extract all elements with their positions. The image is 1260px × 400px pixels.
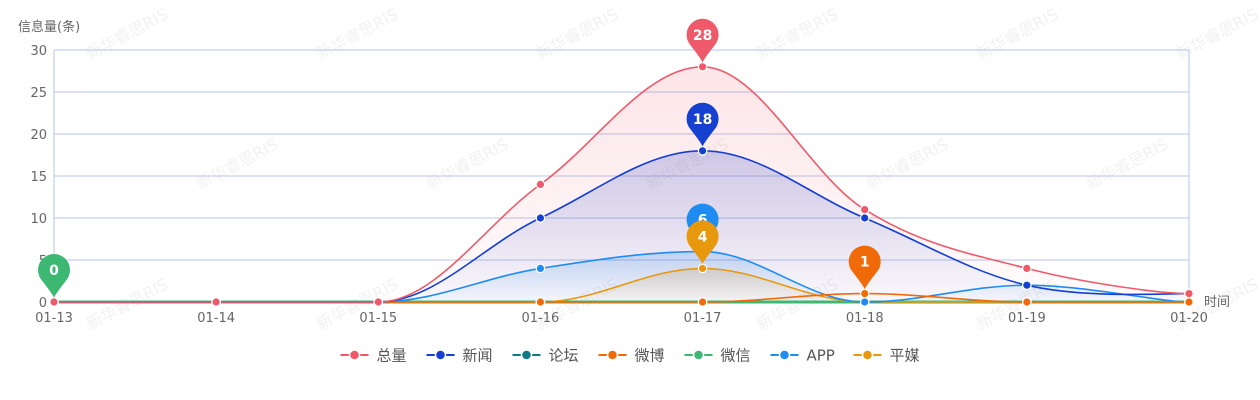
watermark-text: 新华睿思RIS (423, 135, 511, 194)
data-point[interactable] (1184, 288, 1194, 299)
watermark-text: 新华睿思RIS (753, 5, 841, 64)
max-pins: 28181064 (38, 18, 881, 298)
y-tick-label: 30 (30, 44, 47, 59)
legend-dot (434, 349, 447, 361)
data-point[interactable] (535, 263, 546, 274)
pin-head (686, 102, 719, 135)
watermark-text: 新华睿思RIS (863, 135, 951, 194)
data-point[interactable] (859, 288, 870, 299)
max-pin[interactable]: 18 (686, 102, 719, 147)
pin-label: 4 (698, 229, 708, 245)
pin-head (686, 220, 719, 253)
y-tick-label: 0 (39, 296, 47, 311)
legend-dot (692, 349, 705, 361)
data-point[interactable] (1184, 297, 1194, 307)
legend-item-0[interactable]: 总量 (340, 347, 407, 365)
data-point[interactable] (859, 297, 870, 307)
data-point[interactable] (697, 297, 708, 307)
pin-tail (691, 46, 715, 63)
y-tick-label: 15 (30, 170, 47, 185)
legend-dot (606, 349, 619, 361)
data-point[interactable] (535, 179, 546, 190)
watermark-text: 新华睿思RIS (533, 5, 621, 64)
y-tick-label: 25 (30, 86, 47, 101)
max-pin[interactable]: 0 (38, 254, 70, 298)
data-point[interactable] (535, 297, 546, 307)
data-point[interactable] (697, 146, 708, 156)
x-ticks: 01-13 01-14 01-15 01-16 01-17 01-18 01-19 01-20 (35, 302, 1208, 326)
pin-label: 18 (693, 112, 712, 128)
legend-item-4[interactable]: 微信 (684, 347, 751, 365)
y-tick-label: 20 (30, 128, 47, 143)
legend-label: 平媒 (890, 347, 920, 365)
x-axis-label: 时间 (1204, 295, 1230, 310)
watermark-text: 新华睿思RIS (973, 5, 1061, 64)
watermark-text: 新华睿思RIS (83, 275, 171, 334)
series-lines (54, 65, 1190, 304)
x-tick-label: 01-16 (522, 311, 560, 326)
y-axis-label: 信息量(条) (18, 19, 80, 35)
x-tick-label: 01-18 (846, 311, 884, 326)
watermark-text: 新华睿思RIS (1173, 5, 1260, 64)
watermark-text: 新华睿思RIS (1083, 135, 1171, 194)
x-tick-label: 01-13 (35, 311, 73, 326)
legend-item-1[interactable]: 新闻 (426, 347, 493, 365)
legend-label: 论坛 (549, 347, 579, 365)
watermark-text: 新华睿思RIS (193, 135, 281, 194)
data-point[interactable] (697, 62, 708, 72)
pin-tail (853, 272, 877, 290)
legend-label: APP (807, 347, 835, 365)
legend-dot (348, 349, 361, 361)
max-pin[interactable]: 28 (686, 18, 719, 63)
legend-label: 微博 (635, 347, 665, 365)
data-point[interactable] (211, 297, 221, 307)
legend-item-2[interactable]: 论坛 (512, 347, 579, 365)
pin-tail (42, 281, 66, 298)
data-point[interactable] (1022, 280, 1032, 290)
x-tick-label: 01-19 (1008, 311, 1046, 326)
pin-label: 1 (860, 255, 870, 271)
pin-head (38, 254, 70, 286)
data-point[interactable] (535, 213, 546, 223)
legend-label: 微信 (721, 347, 751, 365)
pin-head (686, 18, 719, 51)
x-tick-label: 01-20 (1170, 311, 1208, 326)
series-area-0 (54, 66, 1189, 302)
max-pin[interactable]: 4 (686, 220, 719, 265)
y-tick-label: 10 (30, 212, 47, 227)
legend: 总量 新闻 论坛 微博 微信 APP 平媒 (340, 347, 920, 365)
legend-dot (520, 349, 533, 361)
x-tick-label: 01-15 (359, 311, 397, 326)
max-pin[interactable]: 1 (848, 245, 881, 290)
data-point[interactable] (373, 297, 384, 307)
x-tick-label: 01-17 (684, 311, 722, 326)
watermark-text: 新华睿思RIS (313, 5, 401, 64)
x-tick-label: 01-14 (197, 311, 235, 326)
legend-item-5[interactable]: APP (770, 347, 835, 365)
pin-label: 28 (693, 28, 712, 44)
pin-tail (691, 130, 715, 147)
legend-item-6[interactable]: 平媒 (853, 347, 920, 365)
watermark-text: 新华睿思RIS (83, 5, 171, 64)
pin-tail (691, 247, 715, 265)
legend-item-3[interactable]: 微博 (598, 347, 665, 365)
series-points (49, 62, 1194, 307)
series-line-0 (54, 65, 1190, 303)
legend-label: 总量 (377, 347, 407, 365)
data-point[interactable] (697, 263, 708, 274)
data-point[interactable] (859, 204, 870, 215)
legend-label: 新闻 (463, 347, 493, 365)
data-point[interactable] (49, 297, 59, 307)
data-point[interactable] (1022, 297, 1032, 307)
pin-head (848, 245, 881, 278)
data-point[interactable] (859, 213, 870, 223)
data-point[interactable] (1022, 263, 1032, 274)
legend-dot (861, 349, 874, 361)
legend-dot (778, 349, 791, 361)
pin-label: 0 (49, 263, 59, 279)
